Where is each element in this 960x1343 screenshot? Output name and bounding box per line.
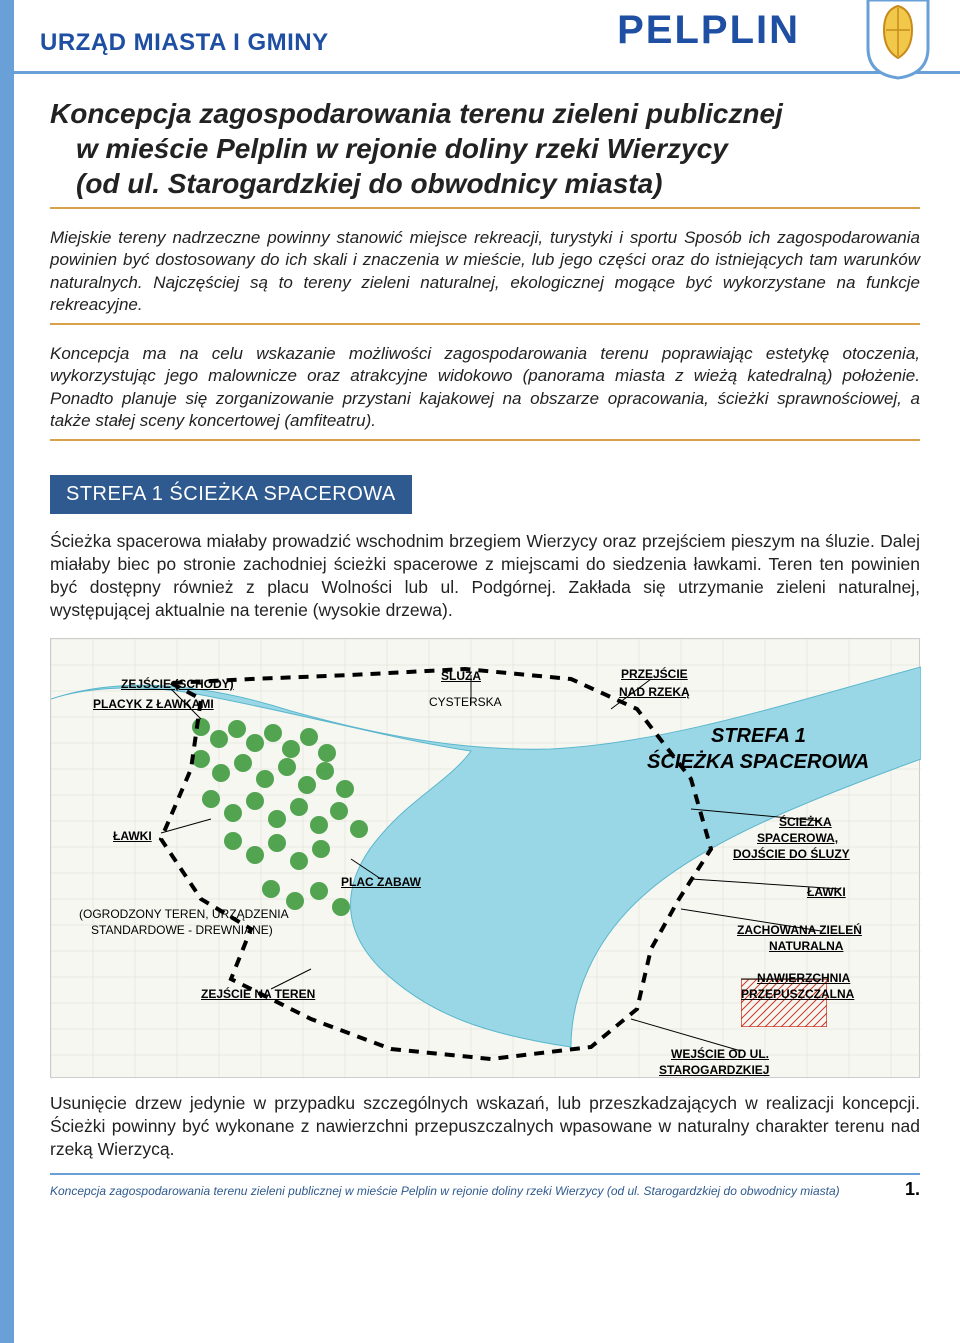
content: Koncepcja zagospodarowania terenu zielen… <box>0 74 960 1200</box>
map: STREFA 1ŚCIEŻKA SPACEROWAZEJŚCIE (SCHODY… <box>50 638 920 1078</box>
section-1-chip: STREFA 1 ŚCIEŻKA SPACEROWA <box>50 475 412 514</box>
paragraph-2: Koncepcja ma na celu wskazanie możliwośc… <box>50 343 920 441</box>
footer-text: Koncepcja zagospodarowania terenu zielen… <box>50 1184 840 1198</box>
page-number: 1. <box>905 1179 920 1200</box>
title-line-2: w mieście Pelplin w rejonie doliny rzeki… <box>50 131 920 166</box>
bottom-paragraph: Usunięcie drzew jedynie w przypadku szcz… <box>50 1092 920 1161</box>
org-name: URZĄD MIASTA I GMINY <box>40 29 329 57</box>
footer: Koncepcja zagospodarowania terenu zielen… <box>50 1173 920 1200</box>
main-title: Koncepcja zagospodarowania terenu zielen… <box>50 96 920 209</box>
paragraph-1: Miejskie tereny nadrzeczne powinny stano… <box>50 227 920 325</box>
brand-name: PELPLIN <box>617 8 800 53</box>
crest-icon <box>862 0 934 80</box>
title-line-1: Koncepcja zagospodarowania terenu zielen… <box>50 98 783 129</box>
section-1-body: Ścieżka spacerowa miałaby prowadzić wsch… <box>50 530 920 622</box>
page: URZĄD MIASTA I GMINY PELPLIN Koncepcja z… <box>0 0 960 1343</box>
header: URZĄD MIASTA I GMINY PELPLIN <box>14 0 960 74</box>
left-stripe <box>0 0 14 1343</box>
title-line-3: (od ul. Starogardzkiej do obwodnicy mias… <box>50 166 920 201</box>
